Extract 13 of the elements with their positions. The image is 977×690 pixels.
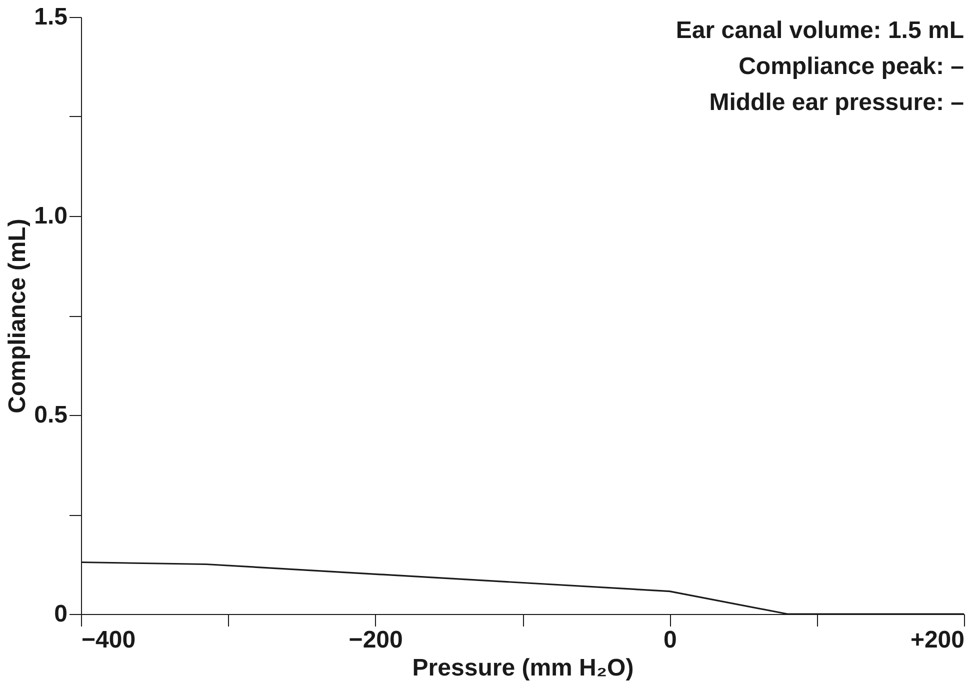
- y-tick-label: 0.5: [34, 402, 68, 428]
- y-axis-title: Compliance (mL): [4, 218, 32, 414]
- y-tick-label: 0: [54, 600, 68, 628]
- x-tick-label: −400: [82, 626, 136, 654]
- x-tick-label: 0: [663, 626, 677, 654]
- annotation: Middle ear pressure: –: [709, 89, 964, 116]
- annotation: Compliance peak: –: [738, 53, 964, 80]
- x-axis-title: Pressure (mm H₂O): [412, 654, 634, 682]
- x-tick-label: −200: [348, 626, 403, 654]
- y-tick-label: 1.0: [34, 202, 68, 230]
- annotation: Ear canal volume: 1.5 mL: [676, 17, 964, 44]
- y-tick-label: 1.5: [34, 4, 68, 30]
- x-tick-label: +200: [910, 626, 964, 654]
